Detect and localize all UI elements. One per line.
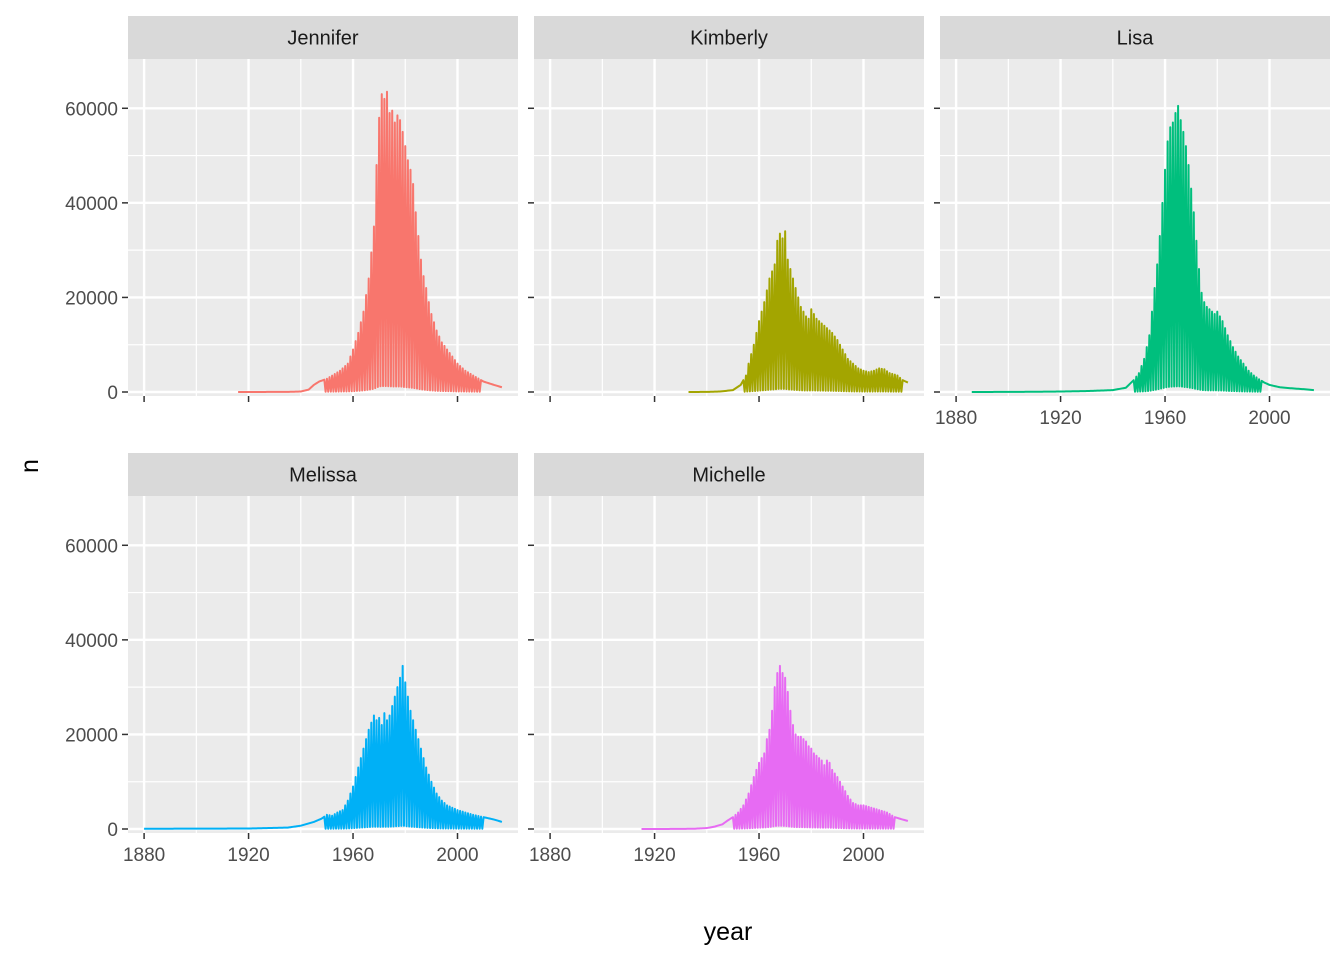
y-tick-label: 60000 xyxy=(65,536,118,557)
y-tick-label: 40000 xyxy=(65,631,118,652)
series-line-jennifer xyxy=(238,90,503,393)
facet-strip-label: Jennifer xyxy=(287,28,358,50)
x-tick-label: 1960 xyxy=(332,845,374,866)
panel-background xyxy=(534,59,924,396)
series-line-lisa xyxy=(971,104,1314,393)
facet-strip-label: Melissa xyxy=(289,465,358,487)
x-tick-label: 2000 xyxy=(842,845,884,866)
facet-strip-label: Kimberly xyxy=(690,28,768,50)
facet-panel-jennifer: Jennifer 0 20000 40000 60000 xyxy=(65,16,518,404)
y-tick-label: 0 xyxy=(107,820,118,841)
x-tick-label: 1880 xyxy=(123,845,165,866)
facet-strip xyxy=(940,16,1330,59)
y-tick-label: 60000 xyxy=(65,99,118,120)
panel-background xyxy=(940,59,1330,396)
x-axis-title: year xyxy=(704,918,753,946)
panel-background xyxy=(534,496,924,833)
y-tick-label: 40000 xyxy=(65,194,118,215)
x-tick-label: 1920 xyxy=(1039,408,1081,429)
x-tick-label: 1920 xyxy=(227,845,269,866)
y-axis-title: n xyxy=(16,459,44,473)
x-tick-label: 1960 xyxy=(738,845,780,866)
x-tick-label: 1880 xyxy=(529,845,571,866)
panel-background xyxy=(128,59,518,396)
y-tick-label: 20000 xyxy=(65,725,118,746)
facet-panel-kimberly: Kimberly xyxy=(528,16,924,402)
facet-panel-melissa: Melissa 0 20000 40000 60000 1880 1920 1960 2000 xyxy=(65,453,518,866)
facet-strip-label: Michelle xyxy=(692,465,765,487)
panel-background xyxy=(128,496,518,833)
x-tick-label: 1920 xyxy=(633,845,675,866)
x-tick-label: 2000 xyxy=(1248,408,1290,429)
x-tick-label: 2000 xyxy=(436,845,478,866)
series-line-kimberly xyxy=(688,230,909,393)
series-line-melissa xyxy=(144,664,503,830)
x-tick-label: 1960 xyxy=(1144,408,1186,429)
y-tick-label: 0 xyxy=(107,383,118,404)
facet-strip xyxy=(128,453,518,496)
y-tick-label: 20000 xyxy=(65,288,118,309)
facet-panel-lisa: Lisa 1880 1920 1960 2000 xyxy=(934,16,1330,429)
facet-strip xyxy=(128,16,518,59)
series-line-michelle xyxy=(641,664,909,830)
facet-strip-label: Lisa xyxy=(1117,28,1155,50)
facet-strip xyxy=(534,16,924,59)
facet-panel-michelle: Michelle 1880 1920 1960 2000 xyxy=(528,453,924,866)
facet-strip xyxy=(534,453,924,496)
x-tick-label: 1880 xyxy=(935,408,977,429)
